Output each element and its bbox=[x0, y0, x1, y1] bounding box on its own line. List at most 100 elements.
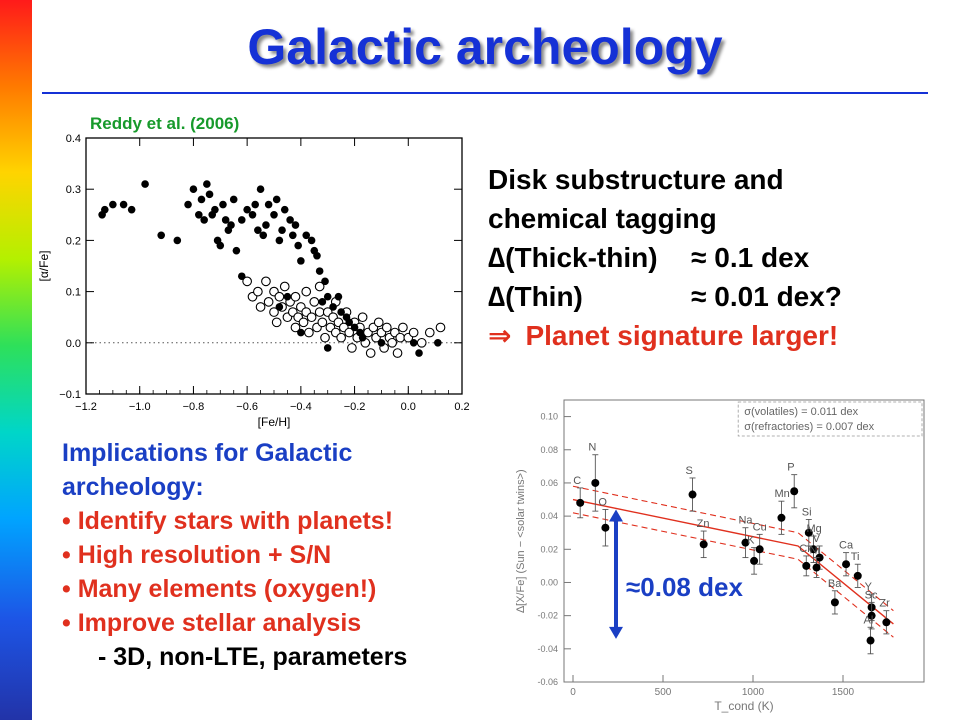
chart2-x-tick-label: 1000 bbox=[742, 687, 765, 698]
chart2-element-label: N bbox=[588, 442, 596, 454]
chart1-open-point bbox=[398, 322, 408, 333]
implications-block: Implications for Galactic archeology: • … bbox=[62, 436, 407, 674]
chart1-filled-point bbox=[109, 200, 117, 209]
chart1-y-tick-label: −0.1 bbox=[59, 389, 81, 401]
chart1-filled-point bbox=[157, 231, 165, 240]
delta-thick-thin: ∆(Thick-thin) ≈ 0.1 dex bbox=[488, 238, 842, 277]
chart1-open-point bbox=[298, 317, 309, 328]
chart1-open-point bbox=[306, 312, 317, 323]
delta-label: (Thin) bbox=[505, 281, 583, 312]
chart1-filled-point bbox=[195, 211, 203, 219]
alpha-fe-scatter-chart: −1.2 −1.0 −0.8 −0.6 −0.4 −0.2 0.0 0.2 −0.1 0.0 0.1… bbox=[37, 133, 470, 429]
chart2-point bbox=[688, 490, 697, 499]
chart1-filled-point bbox=[297, 328, 305, 337]
chart1-filled-point bbox=[251, 200, 259, 209]
chart2-point bbox=[741, 538, 750, 547]
chart1-open-point bbox=[301, 286, 312, 297]
chart2-y-tick-label: -0.06 bbox=[537, 677, 558, 687]
chart1-x-tick-label: −0.8 bbox=[183, 401, 205, 413]
chart1-y-tick-label: 0.1 bbox=[66, 287, 81, 299]
chart2-element-label: Ba bbox=[828, 578, 842, 590]
chart1-filled-point bbox=[302, 231, 311, 240]
chart1-filled-point bbox=[221, 216, 230, 224]
chart2-element-label: Zn bbox=[697, 518, 710, 530]
chart1-filled-point bbox=[200, 216, 208, 224]
chart2-fit-lines bbox=[572, 485, 894, 638]
chart2-element-label: Ni bbox=[810, 545, 820, 557]
chart1-open-point bbox=[392, 348, 403, 358]
chart2-point bbox=[882, 618, 891, 627]
chart2-element-label: Zr bbox=[879, 598, 890, 610]
chart1-x-tick-label: −0.4 bbox=[290, 401, 312, 413]
chart2-element-label: Ti bbox=[851, 551, 860, 563]
chart1-x-tick-label: −0.2 bbox=[344, 401, 366, 413]
implies-arrow-icon: ⇒ bbox=[488, 320, 512, 351]
chart1-filled-point bbox=[415, 349, 423, 357]
chart1-open-point bbox=[253, 286, 263, 297]
chart1-filled-point bbox=[262, 221, 270, 229]
chart2-y-axis-label: ∆[X/Fe] (Sun − <solar twins>) bbox=[515, 469, 527, 612]
chart1-plot-frame bbox=[85, 137, 463, 395]
chart1-open-point bbox=[381, 322, 392, 333]
slide-title: Galactic archeology bbox=[247, 19, 723, 75]
sub-bullet-text: 3D, non-LTE, parameters bbox=[113, 643, 408, 671]
chart1-filled-point bbox=[216, 241, 225, 250]
chart1-points bbox=[98, 180, 446, 358]
chart1-open-point bbox=[269, 307, 279, 317]
chart1-filled-point bbox=[329, 303, 337, 311]
chart2-element-label: S bbox=[686, 465, 693, 477]
chart1-filled-point bbox=[323, 292, 332, 301]
chart1-open-point bbox=[255, 302, 266, 312]
chart2-element-label: Mg bbox=[806, 523, 821, 535]
chart2-element-label: Si bbox=[802, 506, 812, 518]
chart1-open-point bbox=[416, 337, 427, 348]
chart1-filled-point bbox=[345, 318, 354, 327]
chart1-filled-point bbox=[297, 257, 305, 265]
implications-heading-1: Implications for Galactic bbox=[62, 439, 353, 467]
bullet-text: Improve stellar analysis bbox=[77, 609, 362, 637]
chart1-y-tick-label: 0.4 bbox=[66, 133, 81, 145]
delta-thin: ∆(Thin) ≈ 0.01 dex? bbox=[488, 277, 842, 316]
chart1-filled-point bbox=[141, 180, 149, 188]
rainbow-side-bar bbox=[0, 0, 32, 720]
chart1-filled-point bbox=[323, 344, 332, 352]
chart2-element-label: Mn bbox=[774, 488, 789, 500]
chart1-open-point bbox=[263, 296, 274, 307]
chart1-open-point bbox=[387, 337, 398, 348]
chart1-filled-point bbox=[318, 298, 327, 306]
chart2-point bbox=[866, 636, 875, 645]
dex-annotation: ≈0.08 dex bbox=[626, 572, 743, 602]
chart2-point bbox=[842, 560, 851, 569]
chart2-fit-band bbox=[572, 512, 894, 638]
chart1-open-point bbox=[317, 317, 328, 328]
chart2-y-tick-label: 0.04 bbox=[540, 511, 558, 521]
delta-label: (Thick-thin) bbox=[505, 242, 658, 273]
chart2-point bbox=[576, 498, 585, 507]
chart1-filled-point bbox=[321, 277, 329, 286]
chart1-open-point bbox=[320, 332, 330, 343]
chart2-legend: σ(volatiles) = 0.011 dex σ(refractories)… bbox=[737, 401, 923, 437]
chart1-filled-point bbox=[270, 211, 278, 219]
chart1-filled-point bbox=[275, 303, 284, 311]
chart1-y-axis-label: [α/Fe] bbox=[37, 251, 51, 282]
chart1-open-point bbox=[344, 327, 355, 338]
chart2-point bbox=[802, 561, 811, 570]
chart1-open-point bbox=[408, 327, 419, 338]
chart1-filled-point bbox=[280, 205, 289, 214]
chart1-filled-point bbox=[294, 241, 302, 250]
chart1-filled-point bbox=[291, 221, 300, 229]
chart1-filled-point bbox=[358, 333, 367, 342]
chart2-y-tick-label: 0.06 bbox=[540, 478, 558, 488]
chart1-filled-point bbox=[275, 236, 284, 245]
chart2-point bbox=[750, 556, 759, 565]
chart1-open-point bbox=[304, 327, 314, 338]
chart2-element-label: C bbox=[573, 475, 581, 487]
chart2-y-tick-label: -0.04 bbox=[537, 644, 558, 654]
chart1-filled-point bbox=[237, 216, 246, 224]
chart1-filled-point bbox=[219, 200, 227, 209]
chart2-arrow-head-down-icon bbox=[609, 626, 623, 639]
chart2-fit-line bbox=[572, 498, 894, 625]
chart2-x-tick-label: 0 bbox=[570, 687, 576, 698]
bullet-dot-icon: • bbox=[62, 609, 78, 637]
